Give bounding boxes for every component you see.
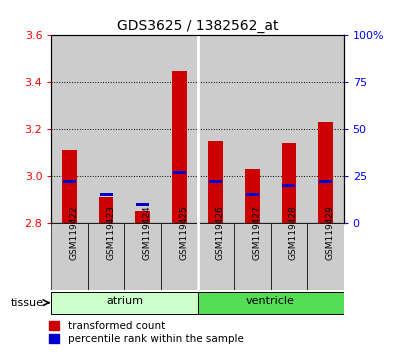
Bar xyxy=(198,35,234,223)
Text: GSM119425: GSM119425 xyxy=(179,206,188,261)
Bar xyxy=(161,223,198,290)
Bar xyxy=(307,35,344,223)
Bar xyxy=(271,35,307,223)
Bar xyxy=(173,171,186,174)
Text: GSM119427: GSM119427 xyxy=(252,206,261,261)
Bar xyxy=(198,292,344,314)
Bar xyxy=(319,180,332,183)
Bar xyxy=(161,35,198,223)
Text: GSM119423: GSM119423 xyxy=(106,206,115,261)
Text: atrium: atrium xyxy=(106,296,143,307)
Bar xyxy=(62,150,77,223)
Legend: transformed count, percentile rank within the sample: transformed count, percentile rank withi… xyxy=(45,317,248,348)
Bar xyxy=(271,223,307,290)
Text: GSM119424: GSM119424 xyxy=(143,206,152,261)
Bar xyxy=(136,203,149,206)
Bar xyxy=(51,292,198,314)
Bar xyxy=(307,223,344,290)
Text: GSM119429: GSM119429 xyxy=(325,206,335,261)
Bar xyxy=(198,223,234,290)
Bar xyxy=(124,35,161,223)
Bar xyxy=(88,35,124,223)
Bar xyxy=(209,180,222,183)
Bar xyxy=(51,223,88,290)
Bar xyxy=(234,35,271,223)
Bar xyxy=(234,223,271,290)
Text: GSM119426: GSM119426 xyxy=(216,206,225,261)
Title: GDS3625 / 1382562_at: GDS3625 / 1382562_at xyxy=(117,19,278,33)
Bar xyxy=(135,211,150,223)
Bar xyxy=(245,169,260,223)
Bar xyxy=(282,184,295,187)
Text: ventricle: ventricle xyxy=(246,296,295,307)
Bar xyxy=(172,70,186,223)
Bar xyxy=(100,193,113,196)
Bar xyxy=(124,223,161,290)
Bar xyxy=(51,35,88,223)
Bar xyxy=(318,122,333,223)
Bar xyxy=(209,141,223,223)
Bar xyxy=(246,193,259,196)
Bar xyxy=(99,197,113,223)
Text: tissue: tissue xyxy=(10,298,43,308)
Bar xyxy=(63,180,76,183)
Text: GSM119422: GSM119422 xyxy=(70,206,79,261)
Bar xyxy=(88,223,124,290)
Text: GSM119428: GSM119428 xyxy=(289,206,298,261)
Bar xyxy=(282,143,296,223)
